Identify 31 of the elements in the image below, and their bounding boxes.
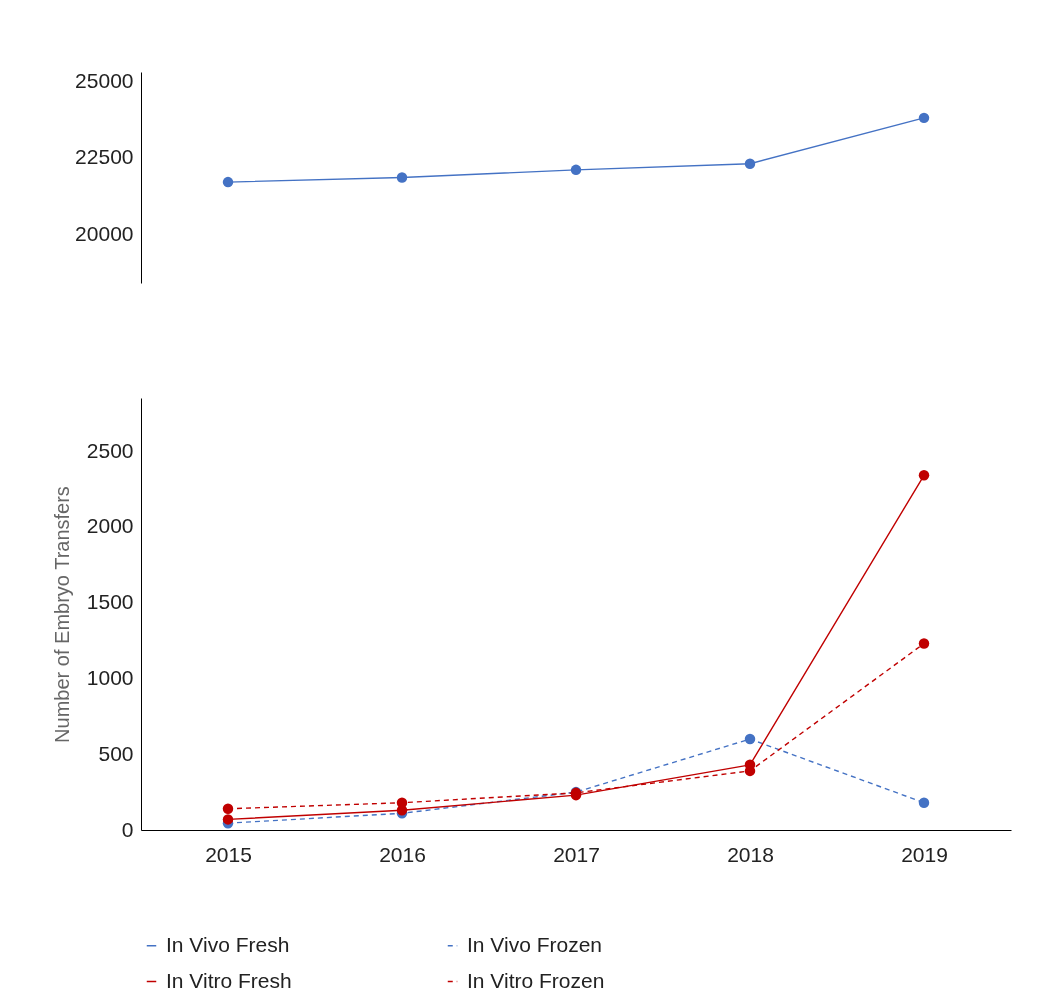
legend-label: In Vivo Frozen	[467, 932, 603, 956]
y-tick-label: 1000	[86, 665, 134, 689]
x-tick-label: 2018	[727, 842, 774, 866]
point	[744, 733, 756, 745]
point	[396, 797, 408, 808]
point	[918, 112, 930, 124]
y-tick-label: 20000	[75, 221, 134, 245]
x-tick-label: 2016	[379, 842, 426, 866]
y-tick-label: 25000	[75, 68, 134, 92]
point	[222, 176, 234, 188]
legend-label: In Vitro Frozen	[467, 968, 605, 992]
y-tick-label: 2000	[86, 514, 134, 538]
point	[396, 172, 408, 183]
y-tick-label: 2500	[86, 438, 134, 462]
x-tick-label: 2015	[205, 842, 252, 866]
y-tick-label: 22500	[75, 145, 134, 169]
y-tick-label: 1500	[86, 590, 134, 614]
point	[918, 638, 930, 649]
point	[744, 158, 756, 169]
point	[918, 470, 930, 481]
y-tick-label: 500	[98, 741, 134, 765]
point	[570, 164, 582, 176]
point	[222, 814, 234, 825]
y-tick-label: 0	[121, 817, 134, 841]
legend-label: In Vitro Fresh	[166, 968, 292, 992]
y-axis-title: Number of Embryo Transfers	[50, 486, 73, 743]
point	[918, 797, 930, 808]
point	[222, 803, 234, 815]
legend-label: In Vivo Fresh	[166, 932, 290, 956]
x-tick-label: 2019	[901, 842, 948, 866]
x-tick-label: 2017	[553, 842, 600, 866]
